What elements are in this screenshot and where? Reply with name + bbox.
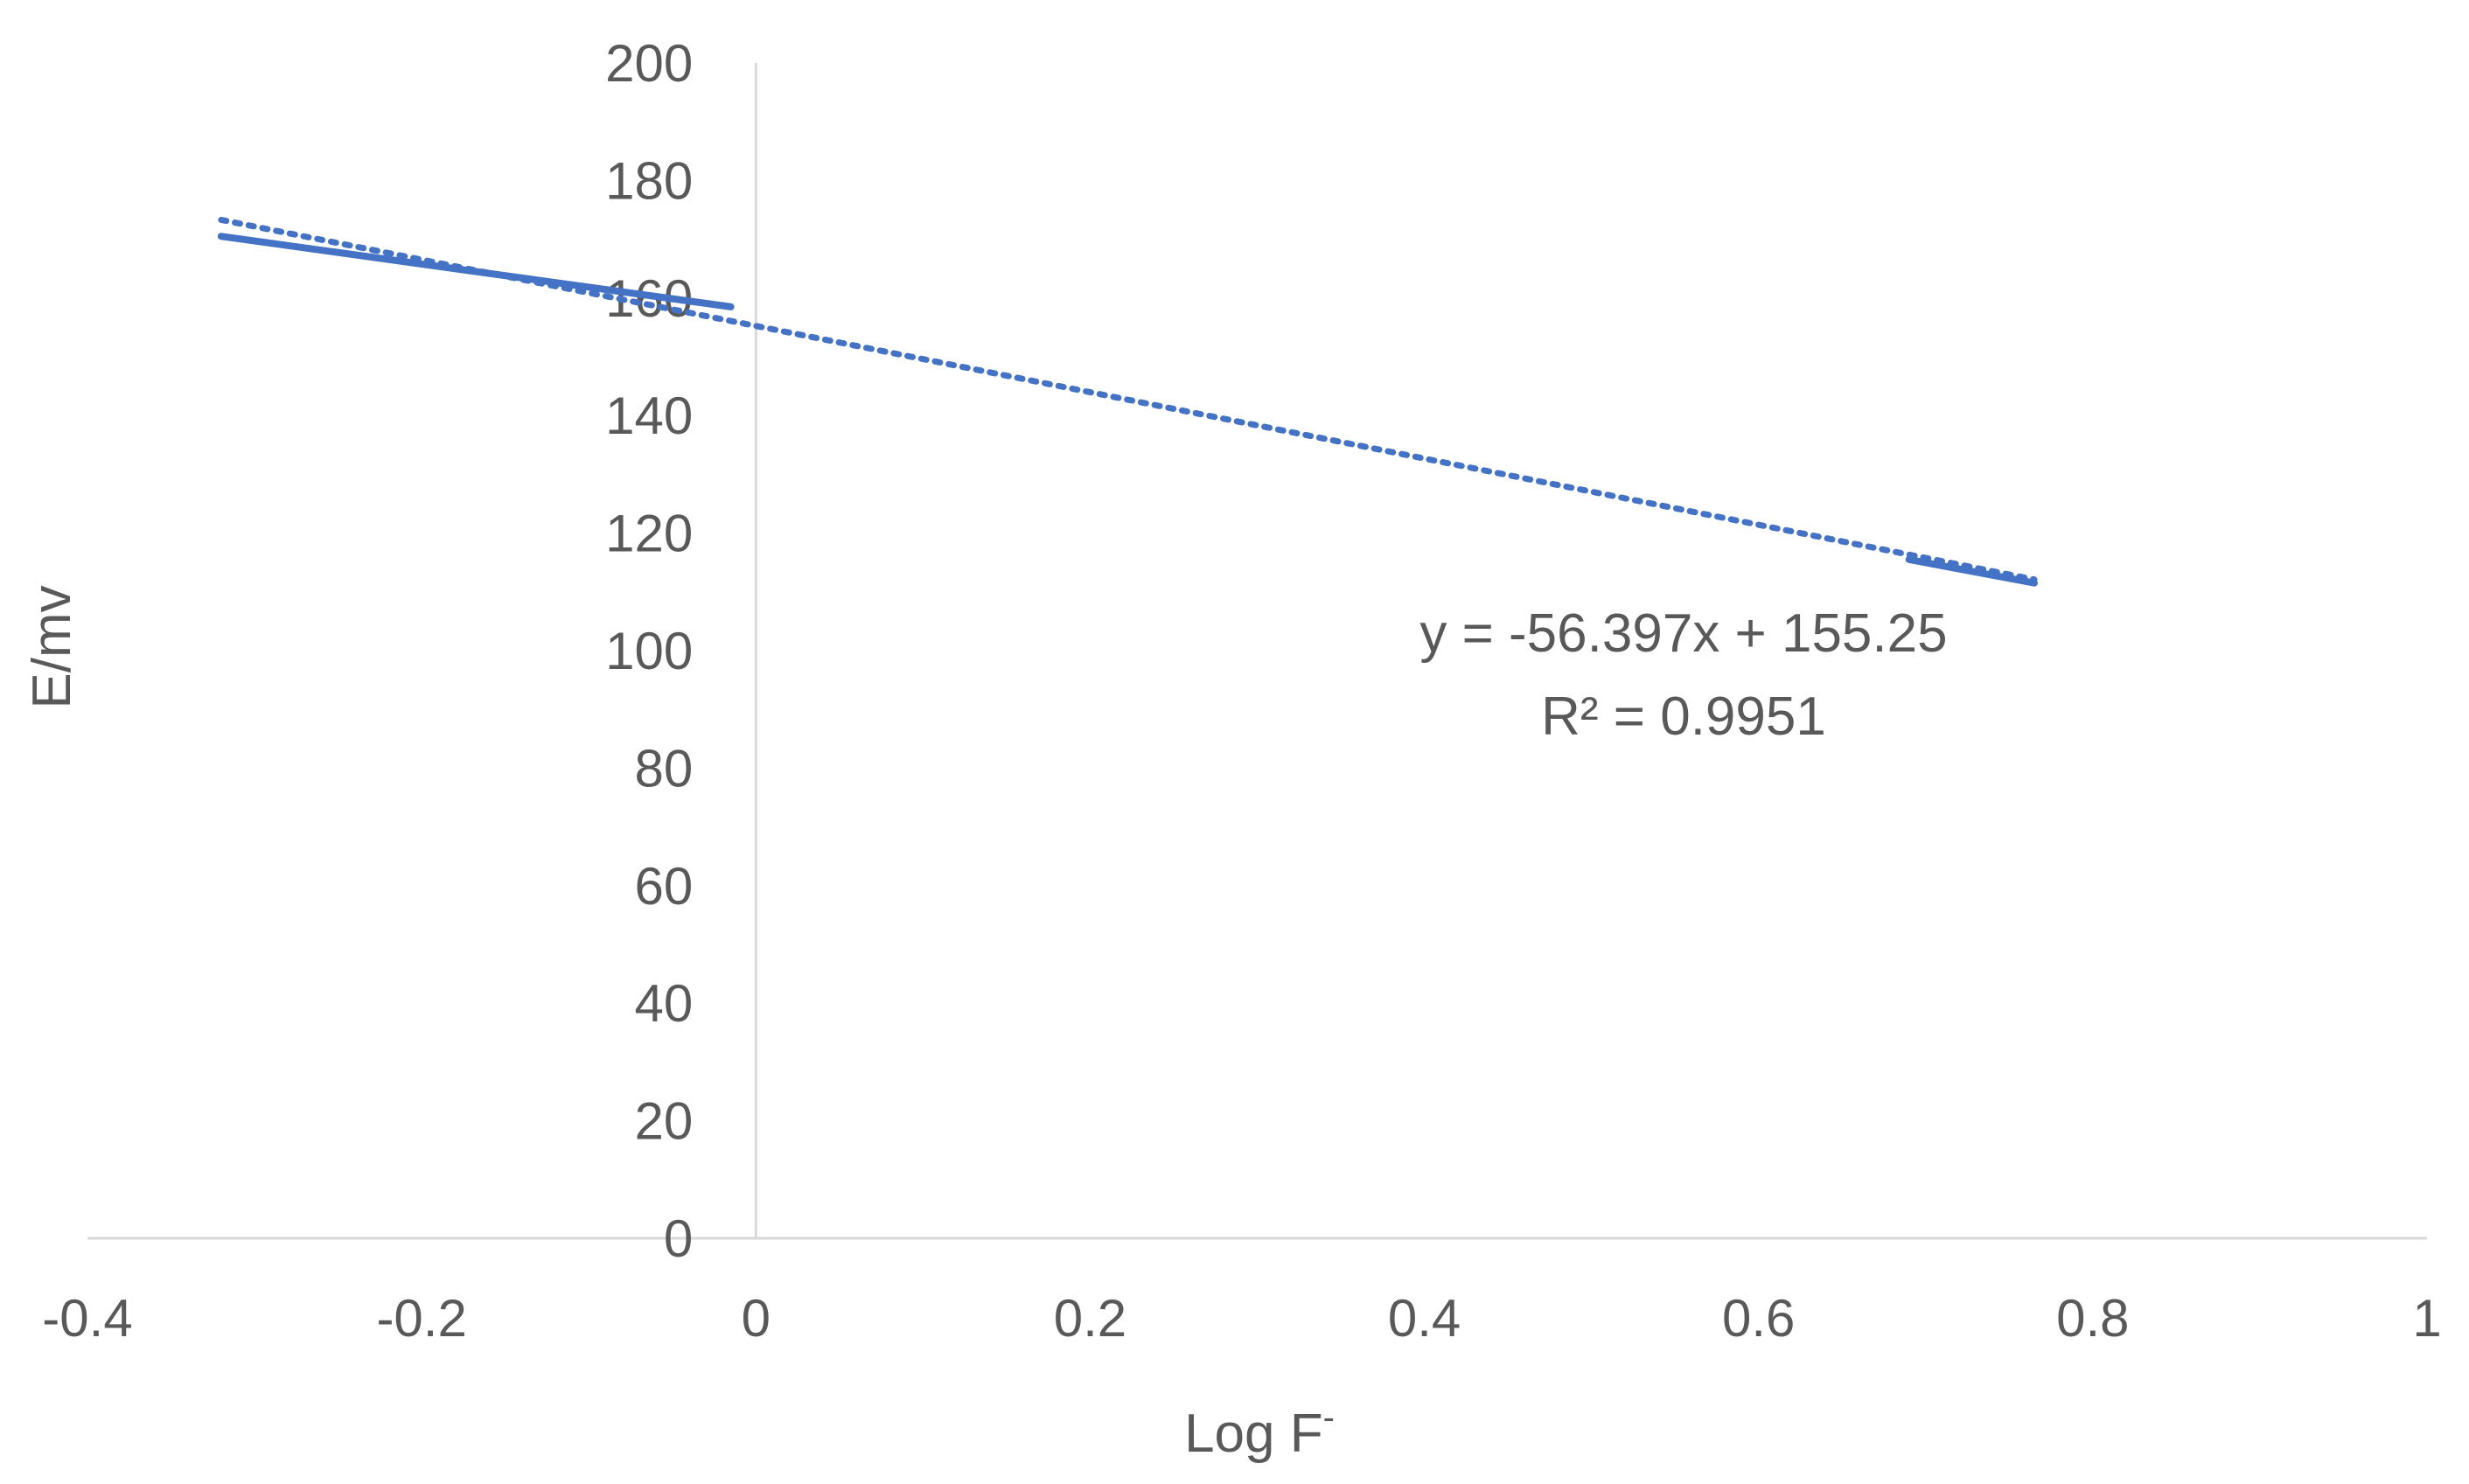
- y-tick-label: 0: [664, 1209, 693, 1268]
- y-tick-label: 20: [635, 1092, 694, 1151]
- x-tick-label: 0: [742, 1289, 771, 1348]
- x-tick-label: 1: [2412, 1289, 2441, 1348]
- series-line-segment: [1905, 555, 2038, 587]
- y-tick-label: 120: [605, 505, 693, 563]
- series-line-segment: [217, 233, 735, 310]
- y-axis-title: E/mv: [22, 585, 82, 708]
- y-tick-label: 140: [605, 387, 693, 445]
- x-tick-label: -0.4: [42, 1289, 132, 1348]
- axes: [87, 63, 2427, 1240]
- y-tick-label: 60: [635, 857, 694, 916]
- x-tick-label: 0.2: [1054, 1289, 1126, 1348]
- x-axis-title-superscript: -: [1323, 1398, 1335, 1437]
- x-tick-label: 0.8: [2056, 1289, 2129, 1348]
- x-tick-label: 0.4: [1388, 1289, 1461, 1348]
- x-axis-title: Log F-: [1184, 1398, 1335, 1464]
- trendline-r-squared: R² = 0.9951: [1541, 686, 1826, 747]
- trendline-equation: y = -56.397x + 155.25: [1419, 603, 1947, 664]
- y-tick-label: 80: [635, 739, 694, 798]
- y-tick-label: 40: [635, 974, 694, 1033]
- y-tick-labels: 020406080100120140160180200: [605, 34, 693, 1268]
- x-tick-labels: -0.4 -0.2 0 0.2 0.4 0.6 0.8 1: [42, 1289, 2441, 1348]
- x-tick-label: 0.6: [1722, 1289, 1795, 1348]
- x-tick-label: -0.2: [376, 1289, 466, 1348]
- y-tick-label: 200: [605, 34, 693, 93]
- y-tick-label: 100: [605, 622, 693, 680]
- y-tick-label: 180: [605, 151, 693, 210]
- series-layer: [217, 233, 2038, 587]
- x-axis-title-main: Log F: [1184, 1404, 1323, 1464]
